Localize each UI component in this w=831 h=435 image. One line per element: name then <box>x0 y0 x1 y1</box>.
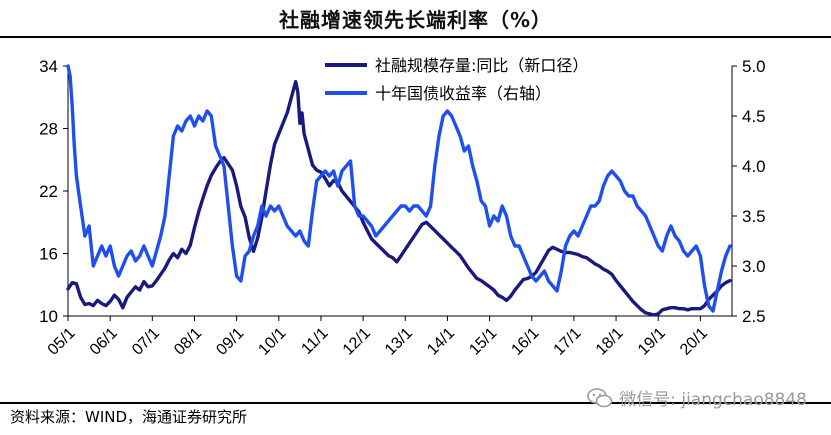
legend-label: 十年国债收益率（右轴） <box>375 84 551 103</box>
source-note: 资料来源：WIND，海通证券研究所 <box>10 408 248 426</box>
x-tick-label: 05/1 <box>45 325 79 359</box>
right-tick-label: 4.0 <box>742 157 766 176</box>
chart-svg: 34 28 22 16 10 5.0 4.5 4.0 3.5 3.0 2.5 05/1 06/1 07/1… <box>39 56 766 359</box>
left-tick-label: 16 <box>39 245 58 264</box>
x-tick-label: 13/1 <box>382 325 416 359</box>
watermark-text: 微信号: jiangchao8848 <box>619 390 807 410</box>
watermark: 微信号: jiangchao8848 <box>587 385 807 410</box>
x-tick-label: 15/1 <box>466 325 500 359</box>
left-tick-label: 28 <box>39 120 58 139</box>
left-tick-label: 22 <box>39 182 58 201</box>
wechat-icon <box>587 387 613 407</box>
x-tick-label: 18/1 <box>593 325 627 359</box>
x-tick-label: 12/1 <box>340 325 374 359</box>
right-tick-label: 4.5 <box>742 107 766 126</box>
series-bond-yield-line <box>66 64 732 313</box>
series-social-financing-line <box>66 79 732 317</box>
left-tick-label: 10 <box>39 307 58 326</box>
x-tick-label: 11/1 <box>298 325 331 358</box>
right-tick-label: 3.5 <box>742 207 766 226</box>
x-tick-label: 07/1 <box>129 325 163 359</box>
left-tick-label: 34 <box>39 57 58 76</box>
right-tick-label: 3.0 <box>742 257 766 276</box>
x-tick-label: 20/1 <box>677 325 711 359</box>
right-tick-label: 5.0 <box>742 57 766 76</box>
x-tick-label: 14/1 <box>424 325 458 359</box>
x-tick-label: 19/1 <box>635 325 669 359</box>
x-tick-label: 09/1 <box>213 325 247 359</box>
chart-title: 社融增速领先长端利率（%） <box>278 7 553 32</box>
x-tick-label: 08/1 <box>171 325 205 359</box>
x-tick-label: 10/1 <box>256 325 290 359</box>
x-tick-label: 16/1 <box>508 325 542 359</box>
title-bar: 社融增速领先长端利率（%） <box>0 0 831 38</box>
x-tick-label: 06/1 <box>87 325 121 359</box>
x-tick-label: 17/1 <box>551 325 585 359</box>
footer-rule <box>0 402 831 404</box>
legend-label: 社融规模存量:同比（新口径） <box>375 56 588 75</box>
right-tick-label: 2.5 <box>742 307 766 326</box>
